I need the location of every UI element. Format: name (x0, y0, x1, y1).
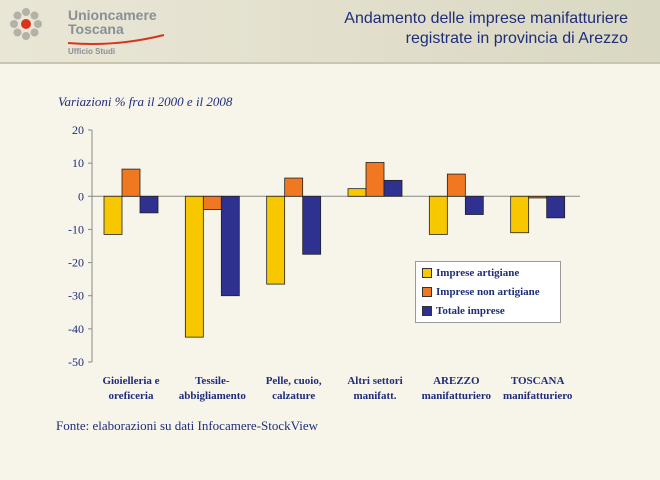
x-category-label: calzature (272, 390, 315, 402)
org-name: Unioncamere Toscana (68, 8, 157, 36)
bar (428, 195, 448, 235)
bar (266, 195, 286, 285)
y-tick-label: -30 (68, 289, 84, 303)
chart-subtitle: Variazioni % fra il 2000 e il 2008 (58, 94, 233, 109)
bar (302, 195, 322, 255)
bar (284, 177, 304, 197)
x-category-label: Tessile- (195, 375, 230, 387)
bar (446, 173, 466, 197)
bar (383, 179, 403, 197)
slide-title-line2: registrate in provincia di Arezzo (405, 30, 628, 47)
bar (121, 168, 141, 197)
bar (220, 195, 240, 297)
legend-swatch-artigiane (422, 268, 432, 279)
unioncamere-logo-icon (10, 8, 42, 40)
org-subtitle: Ufficio Studi (68, 47, 116, 56)
y-tick-label: -10 (68, 222, 84, 236)
logo-swoosh-icon (67, 34, 165, 45)
slide-title: Andamento delle imprese manifatturiere r… (228, 9, 628, 49)
bar (546, 195, 566, 219)
x-category-label: abbigliamento (179, 390, 247, 402)
bar (365, 162, 385, 197)
legend-item-totale: Totale imprese (422, 305, 505, 317)
bar (510, 195, 530, 234)
chart-legend: Imprese artigiane Imprese non artigiane … (415, 261, 561, 323)
bar (528, 195, 548, 199)
legend-label-non-artigiane: Imprese non artigiane (436, 286, 540, 298)
bar (139, 195, 159, 214)
legend-label-totale: Totale imprese (436, 305, 505, 317)
x-category-label: manifatt. (353, 390, 396, 402)
y-tick-label: 0 (78, 189, 84, 203)
header-banner: Unioncamere Toscana Ufficio Studi Andame… (0, 0, 660, 64)
bar (347, 188, 367, 197)
org-name-line1: Unioncamere (68, 7, 157, 23)
x-category-label: Gioielleria e (102, 375, 159, 387)
legend-swatch-non-artigiane (422, 287, 432, 298)
legend-swatch-totale (422, 306, 432, 317)
y-tick-label: 10 (72, 156, 84, 170)
x-category-label: manifatturiero (422, 390, 492, 402)
bar-chart: 20 10 0 -10 -20 -30 -40 -50 Gioielleria e orefice… (68, 123, 580, 402)
y-tick-label: -40 (68, 322, 84, 336)
y-tick-label: -20 (68, 256, 84, 270)
y-tick-label: -50 (68, 355, 84, 369)
legend-item-non-artigiane: Imprese non artigiane (422, 286, 540, 298)
org-name-line2: Toscana (68, 21, 124, 37)
x-category-label: AREZZO (433, 375, 480, 387)
x-category-label: Altri settori (347, 375, 402, 387)
x-category-label: manifatturiero (503, 390, 573, 402)
slide-title-line1: Andamento delle imprese manifatturiere (344, 10, 628, 27)
legend-item-artigiane: Imprese artigiane (422, 267, 519, 279)
x-category-label: oreficeria (109, 390, 154, 402)
bar (184, 195, 204, 338)
x-category-label: Pelle, cuoio, (266, 375, 322, 387)
x-category-label: TOSCANA (511, 375, 565, 387)
bar (202, 195, 222, 210)
bar (103, 195, 123, 235)
legend-label-artigiane: Imprese artigiane (436, 267, 520, 279)
bar (464, 195, 484, 215)
y-tick-label: 20 (72, 123, 84, 137)
source-note: Fonte: elaborazioni su dati Infocamere-S… (56, 418, 319, 433)
